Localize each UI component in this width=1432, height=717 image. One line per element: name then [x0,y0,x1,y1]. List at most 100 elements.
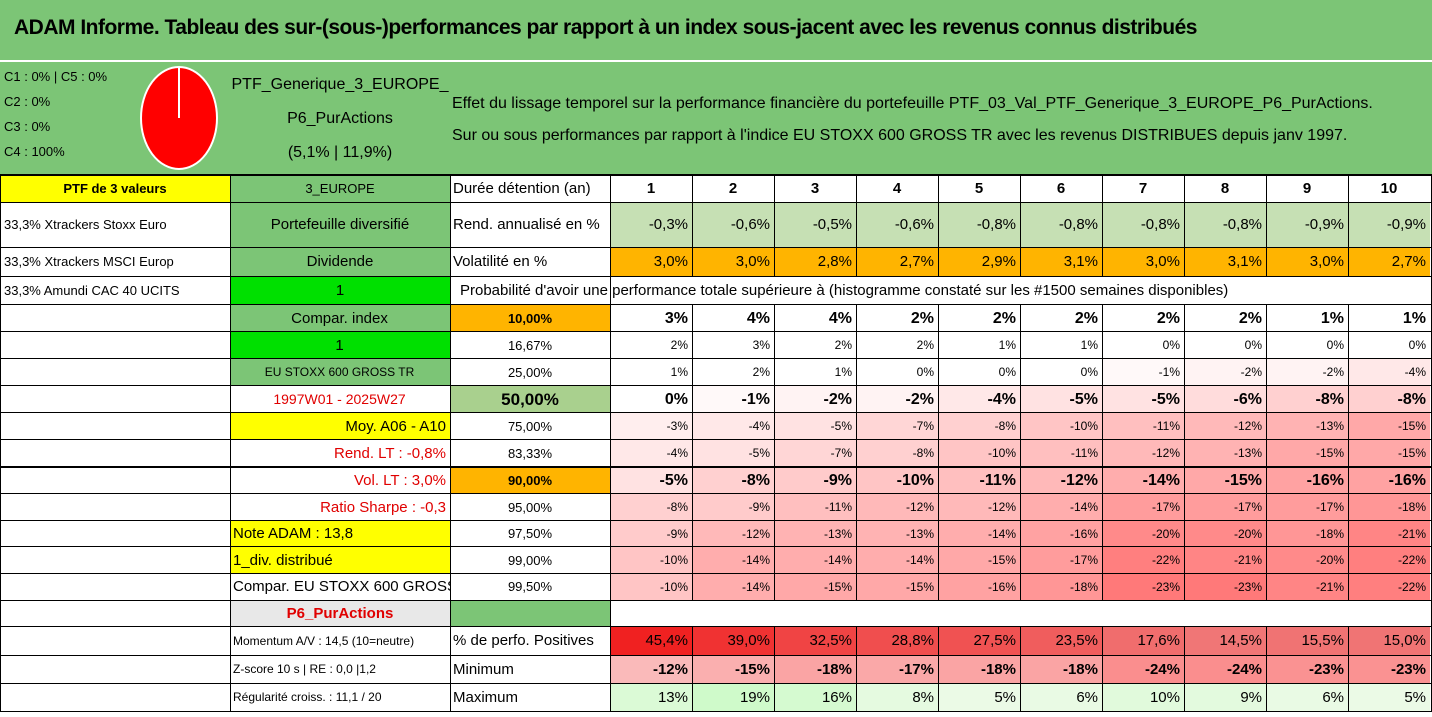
quantile-value: -21% [1184,547,1266,574]
dividend-label: Dividende [230,248,450,276]
diversified-label: Portefeuille diversifié [230,203,450,247]
min-value: -15% [692,656,774,683]
rend-value: -0,8% [1184,203,1266,247]
row-divider [0,600,1432,601]
quantile-value: -17% [1102,494,1184,521]
quantile-value: 1% [938,332,1020,359]
quantile-value: -15% [938,547,1020,574]
quantile-value: -4% [1348,359,1430,386]
note-label: Note ADAM : 13,8 [230,521,450,547]
rend-lt-label: Rend. LT : -0,8% [230,440,450,467]
compar-index-label: Compar. index [230,305,450,332]
quantile-value: -8% [692,467,774,494]
quantile-value: -15% [774,574,856,600]
quantile-label: 25,00% [450,359,610,386]
pos-value: 15,5% [1266,627,1348,655]
col-divider [1348,174,1349,277]
div-label: 1_div. distribué [230,547,450,574]
quantile-value: -4% [938,386,1020,413]
rend-value: -0,9% [1348,203,1430,247]
quantile-value: -15% [1348,440,1430,467]
quantile-value: -9% [774,467,856,494]
pos-value: 28,8% [856,627,938,655]
quantile-value: -12% [692,521,774,547]
vol-value: 2,9% [938,248,1020,276]
sharpe-label: Ratio Sharpe : -0,3 [230,494,450,521]
quantile-value: -16% [1020,521,1102,547]
quantile-value: -16% [1266,467,1348,494]
rend-value: -0,6% [692,203,774,247]
quantile-value: -14% [1020,494,1102,521]
quantile-value: -11% [938,467,1020,494]
regul-label: Régularité croiss. : 11,1 / 20 [233,690,382,704]
quantile-value: -22% [1102,547,1184,574]
quantile-value: -14% [856,547,938,574]
zscore-label: Z-score 10 s | RE : 0,0 |1,2 [233,662,376,676]
quantile-value: -8% [938,413,1020,440]
quantile-value: -13% [856,521,938,547]
quantile-value: -17% [1184,494,1266,521]
quantile-value: -11% [1102,413,1184,440]
row-divider [0,573,1432,574]
year-header: 3 [810,180,820,197]
col-divider [1266,626,1267,712]
pos-label: % de perfo. Positives [453,632,594,649]
col-divider [774,174,775,277]
vol-value: 3,0% [1102,248,1184,276]
col-divider [692,304,693,601]
vol-label: Volatilité en % [453,253,548,270]
quantile-value: -12% [1020,467,1102,494]
rend-value: -0,8% [1102,203,1184,247]
quantile-value: -6% [1184,386,1266,413]
row-divider [0,276,1432,277]
quantile-value: 1% [1020,332,1102,359]
quantile-label: 95,00% [450,494,610,521]
pos-value: 23,5% [1020,627,1102,655]
min-value: -23% [1348,656,1430,683]
rend-value: -0,8% [1020,203,1102,247]
col-divider [1266,174,1267,277]
portfolio-name-2: P6_PurActions [287,110,393,127]
quantile-value: 0% [1020,359,1102,386]
quantile-value: -10% [610,547,692,574]
quantile-value: -18% [1348,494,1430,521]
max-value: 9% [1184,684,1266,711]
quantile-value: -11% [1020,440,1102,467]
allocation-pie [140,66,218,170]
quantile-value: 0% [1348,332,1430,359]
rend-label: Rend. annualisé en % [453,216,600,233]
max-value: 19% [692,684,774,711]
quantile-value: -16% [1348,467,1430,494]
row-divider [0,304,1432,305]
quantile-value: -21% [1266,574,1348,600]
quantile-value: 4% [774,305,856,332]
row-divider [0,202,1432,203]
quantile-value: -14% [774,547,856,574]
quantile-value: 2% [610,332,692,359]
quantile-value: -13% [1266,413,1348,440]
row-divider [0,439,1432,440]
quantile-value: 2% [692,359,774,386]
quantile-label: 99,50% [450,574,610,600]
quantile-value: 1% [1348,305,1430,332]
min-label: Minimum [453,661,514,678]
col-divider [1102,174,1103,277]
quantile-value: -17% [1020,547,1102,574]
alloc-line: C1 : 0% | C5 : 0% [4,69,108,84]
pos-value: 39,0% [692,627,774,655]
quantile-value: -11% [774,494,856,521]
value-2: 1 [230,332,450,359]
duration-header: Durée détention (an) [453,180,591,197]
quantile-label: 99,00% [450,547,610,574]
quantile-value: 2% [856,332,938,359]
quantile-value: 2% [1184,305,1266,332]
quantile-value: -7% [774,440,856,467]
row-divider [0,493,1432,494]
quantile-value: -8% [1348,386,1430,413]
effect-panel [450,62,1432,174]
holding: 33,3% Xtrackers MSCI Europ [4,254,174,269]
pos-value: 32,5% [774,627,856,655]
quantile-value: 0% [938,359,1020,386]
title-bar: ADAM Informe. Tableau des sur-(sous-)per… [0,0,1432,62]
